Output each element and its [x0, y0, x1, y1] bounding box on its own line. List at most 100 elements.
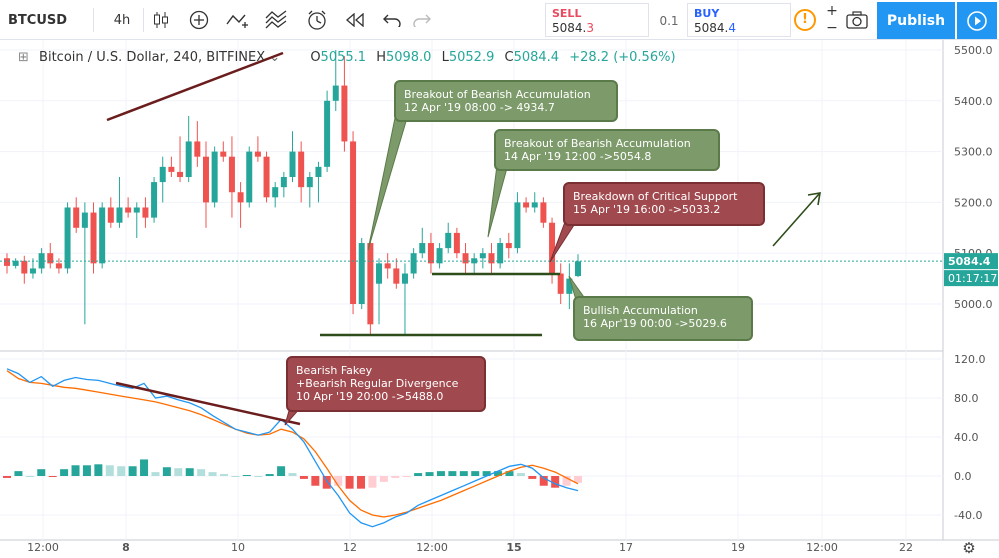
macd-histogram-bar	[265, 474, 274, 476]
add-indicator-icon[interactable]	[187, 0, 211, 40]
macd-histogram-bar	[288, 473, 297, 476]
annotation-breakout-2[interactable]: Breakout of Bearish Accumulation 14 Apr '…	[494, 129, 720, 171]
candle-body	[298, 151, 305, 188]
sell-button[interactable]: SELL 5084.3	[545, 3, 649, 37]
symbol-description: Bitcoin / U.S. Dollar, 240, BITFINEX	[39, 50, 266, 65]
macd-histogram-bar	[528, 476, 537, 479]
candle-body	[194, 141, 201, 157]
replay-icon[interactable]	[343, 0, 367, 40]
macd-histogram-bar	[94, 464, 103, 476]
candle-body	[185, 141, 192, 177]
macd-histogram-bar	[25, 476, 34, 477]
candle-body	[202, 156, 209, 203]
candle-body	[289, 151, 296, 177]
legend-expand-icon[interactable]: ⊞	[18, 50, 29, 65]
chevron-down-icon[interactable]: ⌄	[269, 50, 281, 65]
candle-body	[471, 258, 478, 264]
settings-gear-icon: ⚙	[962, 539, 975, 557]
callout-pointer	[487, 164, 508, 238]
sell-label: SELL	[552, 7, 582, 20]
macd-histogram-bar	[402, 476, 411, 477]
high-value: 5098.0	[385, 50, 432, 65]
last-price-badge	[944, 253, 998, 270]
buy-label: BUY	[694, 7, 720, 20]
macd-histogram-bar	[562, 476, 571, 486]
candle-body	[427, 243, 434, 264]
macd-histogram-bar	[414, 473, 423, 476]
macd-histogram-bar	[459, 471, 468, 476]
redo-icon[interactable]	[411, 0, 433, 40]
candle-body	[557, 273, 564, 294]
annotation-bullish-accumulation[interactable]: Bullish Accumulation 16 Apr'19 00:00 ->50…	[573, 296, 753, 341]
candle-body	[220, 151, 227, 157]
change-value: +28.2 (+0.56%)	[569, 50, 676, 65]
candle-body	[64, 207, 71, 269]
candle-body	[177, 171, 184, 177]
buy-button[interactable]: BUY 5084.4	[687, 3, 791, 37]
last-price-label: 5084.4	[948, 255, 991, 268]
warning-icon[interactable]: !	[794, 9, 816, 31]
zoom-out-button[interactable]: −	[826, 20, 838, 36]
candle-body	[332, 85, 339, 101]
candle-body	[523, 202, 530, 208]
compare-icon[interactable]	[225, 0, 251, 40]
macd-histogram-bar	[574, 476, 582, 483]
camera-icon[interactable]	[844, 0, 870, 40]
price-tick-label: 5300.0	[954, 146, 993, 159]
play-button[interactable]	[957, 2, 997, 39]
candle-body	[497, 243, 504, 264]
zoom-in-button[interactable]: +	[826, 3, 838, 19]
time-tick-label: 12:00	[27, 541, 59, 554]
candle-body	[29, 268, 36, 274]
macd-histogram-bar	[208, 472, 217, 476]
macd-histogram-bar	[162, 467, 171, 476]
time-tick-label: 22	[899, 541, 913, 554]
close-value: 5084.4	[513, 50, 560, 65]
annotation-breakout-1[interactable]: Breakout of Bearish Accumulation 12 Apr '…	[394, 80, 618, 122]
candle-body	[566, 278, 573, 294]
candle-body	[505, 243, 512, 249]
macd-histogram-bar	[299, 476, 308, 479]
candle-body	[81, 212, 88, 228]
candle-body	[479, 253, 486, 259]
candles-icon[interactable]	[150, 0, 172, 40]
candle-body	[21, 260, 28, 274]
interval-selector[interactable]: 4h	[113, 12, 131, 28]
annotation-breakdown[interactable]: Breakdown of Critical Support 15 Apr '19 …	[563, 182, 765, 226]
toolbar-divider	[93, 8, 94, 32]
price-tick-label: 5000.0	[954, 298, 993, 311]
spread-value: 0.1	[659, 14, 679, 28]
macd-histogram-bar	[185, 468, 194, 476]
divergence-trendline	[115, 381, 301, 426]
symbol-search[interactable]: BTCUSD	[8, 12, 68, 28]
candle-body	[228, 156, 235, 193]
candle-body	[514, 202, 521, 249]
macd-histogram-bar	[71, 465, 80, 476]
macd-histogram-bar	[551, 476, 560, 488]
candle-body	[575, 261, 581, 277]
candle-body	[384, 263, 391, 269]
countdown-label: 01:17:17	[948, 272, 997, 285]
macd-histogram-bar	[231, 476, 240, 477]
macd-tick-label: -40.0	[954, 509, 982, 522]
candle-body	[168, 166, 175, 172]
macd-histogram-bar	[48, 476, 57, 477]
macd-histogram-bar	[37, 469, 46, 476]
candle-body	[107, 207, 114, 223]
candle-body	[531, 202, 538, 208]
zoom-controls: + −	[822, 3, 842, 37]
macd-histogram-bar	[140, 459, 149, 476]
macd-histogram-bar	[105, 465, 114, 476]
undo-icon[interactable]	[381, 0, 403, 40]
annotation-bearish-fakey[interactable]: Bearish Fakey +Bearish Regular Divergence…	[286, 356, 486, 412]
candle-body	[540, 202, 547, 223]
candle-body	[90, 212, 97, 264]
publish-button[interactable]: Publish	[877, 2, 955, 39]
candle-body	[133, 207, 140, 213]
alert-icon[interactable]	[305, 0, 329, 40]
macd-histogram-bar	[516, 473, 525, 476]
indicators-icon[interactable]	[264, 0, 290, 40]
price-tick-label: 5500.0	[954, 44, 993, 57]
macd-line	[6, 368, 579, 528]
macd-histogram-bar	[82, 465, 91, 476]
